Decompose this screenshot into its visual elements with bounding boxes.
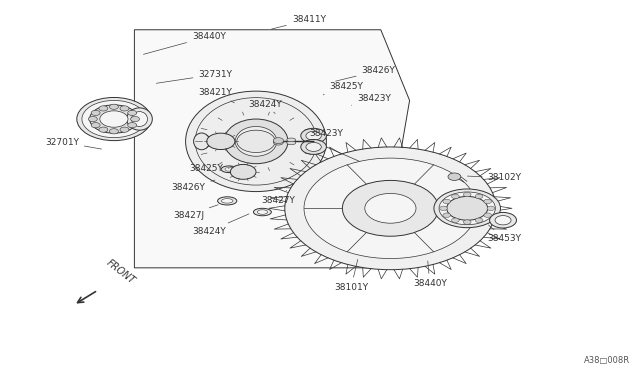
Circle shape — [109, 129, 118, 134]
Circle shape — [285, 147, 496, 270]
Ellipse shape — [221, 166, 237, 173]
Circle shape — [91, 122, 100, 128]
Circle shape — [440, 206, 447, 211]
Text: A38□008R: A38□008R — [584, 356, 630, 365]
Ellipse shape — [287, 141, 296, 145]
Circle shape — [448, 173, 461, 180]
Ellipse shape — [495, 216, 511, 225]
Text: 38440Y: 38440Y — [143, 32, 226, 54]
Circle shape — [131, 116, 140, 122]
Ellipse shape — [132, 112, 148, 126]
Circle shape — [273, 138, 284, 144]
Circle shape — [475, 218, 483, 222]
Ellipse shape — [186, 91, 326, 192]
Text: 38426Y: 38426Y — [172, 180, 215, 192]
Text: 38426Y: 38426Y — [335, 66, 396, 81]
Circle shape — [77, 97, 151, 141]
Circle shape — [128, 110, 137, 115]
Circle shape — [365, 193, 416, 223]
Circle shape — [443, 199, 451, 204]
Circle shape — [88, 116, 97, 122]
Text: 38440Y: 38440Y — [413, 261, 447, 288]
Circle shape — [207, 133, 235, 150]
Ellipse shape — [225, 167, 234, 171]
Circle shape — [475, 194, 483, 199]
Ellipse shape — [127, 108, 152, 130]
Text: 38423Y: 38423Y — [309, 129, 343, 141]
Text: 38102Y: 38102Y — [467, 173, 522, 182]
Ellipse shape — [287, 138, 296, 142]
Text: 38421Y: 38421Y — [198, 88, 234, 103]
Circle shape — [237, 130, 275, 153]
Text: 38101Y: 38101Y — [334, 259, 368, 292]
Circle shape — [99, 106, 108, 111]
Circle shape — [306, 142, 321, 151]
Circle shape — [301, 128, 326, 143]
Polygon shape — [134, 30, 410, 268]
Circle shape — [447, 196, 488, 220]
Ellipse shape — [257, 210, 268, 214]
Ellipse shape — [193, 133, 210, 150]
Text: 38424Y: 38424Y — [248, 100, 282, 113]
Ellipse shape — [218, 197, 237, 205]
Circle shape — [273, 139, 284, 145]
Text: 38411Y: 38411Y — [271, 15, 326, 29]
Ellipse shape — [236, 126, 277, 156]
Text: 32701Y: 32701Y — [45, 138, 102, 149]
Circle shape — [120, 106, 129, 111]
Circle shape — [109, 104, 118, 109]
Circle shape — [306, 131, 321, 140]
Ellipse shape — [221, 199, 233, 203]
Circle shape — [304, 158, 477, 259]
Circle shape — [128, 123, 137, 128]
Circle shape — [230, 164, 256, 179]
Text: 38425Y: 38425Y — [189, 164, 229, 173]
Circle shape — [342, 180, 438, 236]
Circle shape — [439, 192, 495, 225]
Ellipse shape — [253, 208, 271, 216]
Text: FRONT: FRONT — [104, 258, 137, 286]
Circle shape — [91, 110, 100, 115]
Text: 38425Y: 38425Y — [323, 82, 364, 95]
Circle shape — [100, 111, 128, 127]
Circle shape — [82, 100, 146, 138]
Circle shape — [443, 213, 451, 217]
Circle shape — [484, 199, 492, 204]
Text: 38424Y: 38424Y — [192, 214, 249, 236]
Circle shape — [484, 213, 492, 217]
Text: 38427Y: 38427Y — [261, 190, 295, 205]
Circle shape — [120, 127, 129, 132]
Text: 32731Y: 32731Y — [156, 70, 232, 83]
Circle shape — [463, 192, 471, 197]
Circle shape — [487, 206, 495, 211]
Text: 38423Y: 38423Y — [351, 94, 391, 105]
Circle shape — [452, 218, 460, 222]
Ellipse shape — [224, 119, 288, 164]
Ellipse shape — [490, 212, 516, 228]
Circle shape — [463, 220, 471, 224]
Circle shape — [434, 189, 500, 228]
Text: 38427J: 38427J — [173, 205, 218, 219]
Circle shape — [452, 194, 460, 199]
Circle shape — [90, 105, 138, 133]
Circle shape — [99, 127, 108, 132]
Text: 38453Y: 38453Y — [488, 225, 522, 243]
Circle shape — [301, 140, 326, 154]
